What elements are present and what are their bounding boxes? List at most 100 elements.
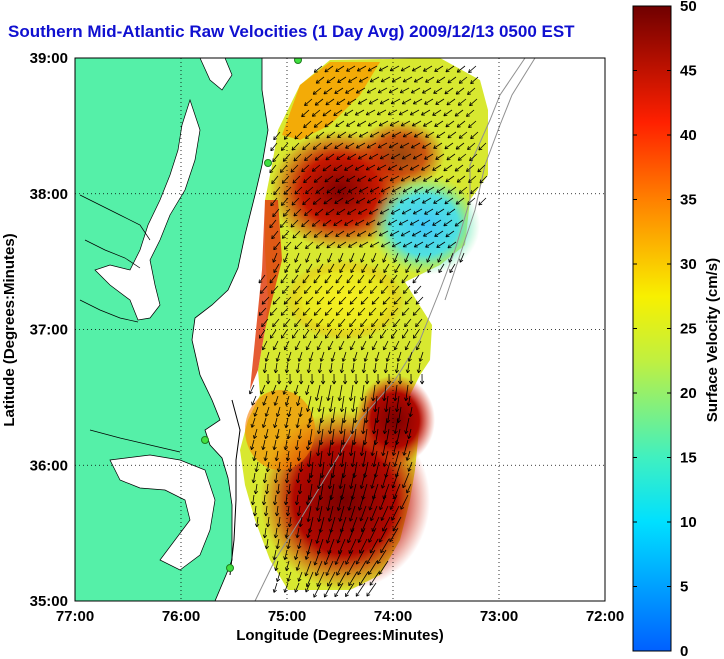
velocity-arrow	[378, 560, 389, 575]
velocity-arrow-head	[422, 199, 426, 204]
velocity-arrow-head	[333, 167, 338, 171]
velocity-arrow	[432, 164, 442, 171]
velocity-arrow	[391, 208, 401, 215]
velocity-arrow-head	[379, 100, 384, 105]
velocity-arrow	[305, 549, 310, 560]
velocity-arrow	[350, 439, 354, 456]
velocity-arrow-head	[396, 358, 401, 362]
velocity-arrow	[344, 219, 354, 226]
velocity-arrow-head	[324, 178, 329, 183]
velocity-arrow	[326, 131, 336, 139]
velocity-arrow-head	[467, 91, 471, 95]
velocity-arrow	[342, 428, 346, 445]
velocity-arrow-head	[317, 518, 322, 522]
velocity-arrow	[294, 131, 303, 140]
velocity-arrow-head	[466, 113, 470, 117]
velocity-arrow	[251, 439, 255, 450]
velocity-arrow-head	[323, 200, 328, 205]
velocity-arrow-head	[382, 397, 387, 402]
velocity-arrow-head	[313, 279, 318, 284]
velocity-arrow-head	[391, 78, 396, 83]
velocity-arrow	[467, 197, 476, 205]
velocity-arrow	[347, 208, 357, 215]
velocity-arrow	[375, 428, 379, 445]
velocity-arrow	[303, 120, 312, 128]
velocity-arrow	[276, 351, 281, 362]
velocity-arrow	[378, 197, 388, 204]
velocity-arrow	[316, 296, 325, 305]
velocity-arrow	[358, 494, 365, 511]
velocity-arrow	[434, 65, 444, 72]
velocity-arrow	[422, 142, 432, 149]
velocity-arrow	[284, 439, 288, 450]
velocity-arrow	[361, 340, 367, 351]
velocity-arrow-head	[339, 269, 344, 273]
velocity-arrow	[335, 65, 345, 72]
velocity-arrow	[313, 175, 323, 183]
velocity-arrow-head	[295, 369, 301, 374]
map-title: Southern Mid-Atlantic Raw Velocities (1 …	[8, 22, 575, 41]
velocity-arrow-head	[323, 593, 328, 598]
velocity-arrow-head	[386, 380, 392, 385]
velocity-arrow-head	[359, 517, 364, 522]
velocity-arrow	[291, 197, 300, 206]
velocity-arrow	[405, 417, 410, 434]
velocity-arrow	[392, 439, 398, 456]
velocity-arrow	[383, 450, 389, 467]
velocity-arrow	[357, 65, 367, 72]
velocity-arrow	[347, 329, 354, 339]
velocity-arrow	[324, 307, 333, 316]
velocity-arrow	[438, 263, 445, 273]
velocity-arrow	[296, 527, 300, 538]
velocity-arrow	[322, 109, 332, 117]
velocity-arrow-head	[387, 166, 392, 171]
velocity-arrow	[304, 285, 312, 294]
velocity-arrow-head	[269, 279, 274, 284]
velocity-arrow	[285, 560, 290, 571]
velocity-arrow-head	[275, 413, 281, 417]
velocity-arrow	[317, 340, 323, 351]
velocity-arrow	[308, 472, 311, 483]
velocity-arrow	[345, 549, 354, 565]
velocity-arrow-head	[408, 413, 413, 418]
velocity-arrow-head	[432, 167, 437, 171]
velocity-arrow-head	[292, 234, 297, 239]
velocity-arrow-head	[304, 290, 308, 294]
velocity-arrow	[406, 450, 411, 461]
velocity-arrow-head	[313, 68, 318, 73]
velocity-arrow-head	[377, 199, 382, 204]
velocity-arrow-head	[313, 593, 318, 598]
velocity-arrow	[296, 417, 300, 428]
velocity-arrow	[379, 527, 388, 543]
velocity-arrow	[358, 527, 366, 543]
velocity-arrow-head	[380, 334, 384, 339]
velocity-arrow-head	[334, 593, 339, 598]
velocity-arrow-head	[283, 245, 288, 250]
velocity-arrow	[400, 142, 410, 149]
velocity-arrow	[315, 560, 323, 576]
velocity-arrow-head	[378, 570, 383, 575]
velocity-arrow-head	[434, 123, 439, 127]
velocity-arrow-head	[416, 369, 422, 374]
velocity-arrow-head	[407, 358, 412, 362]
velocity-arrow	[327, 494, 332, 511]
velocity-arrow	[318, 472, 322, 489]
velocity-arrow-head	[372, 430, 377, 435]
velocity-arrow-head	[400, 67, 405, 72]
velocity-arrow	[369, 494, 376, 511]
velocity-arrow	[307, 395, 312, 412]
velocity-arrow	[406, 483, 412, 494]
velocity-arrow-head	[252, 512, 258, 517]
velocity-arrow	[275, 450, 279, 461]
velocity-arrow	[381, 241, 391, 248]
velocity-arrow-head	[435, 101, 440, 105]
velocity-arrow-head	[393, 346, 398, 351]
velocity-arrow-head	[376, 111, 381, 116]
velocity-arrow-head	[337, 244, 342, 248]
velocity-arrow-head	[316, 323, 321, 328]
velocity-arrow-head	[313, 561, 318, 566]
velocity-arrow-head	[405, 269, 410, 273]
velocity-arrow-head	[337, 397, 342, 402]
velocity-arrow	[425, 241, 435, 248]
velocity-arrow	[335, 120, 345, 127]
